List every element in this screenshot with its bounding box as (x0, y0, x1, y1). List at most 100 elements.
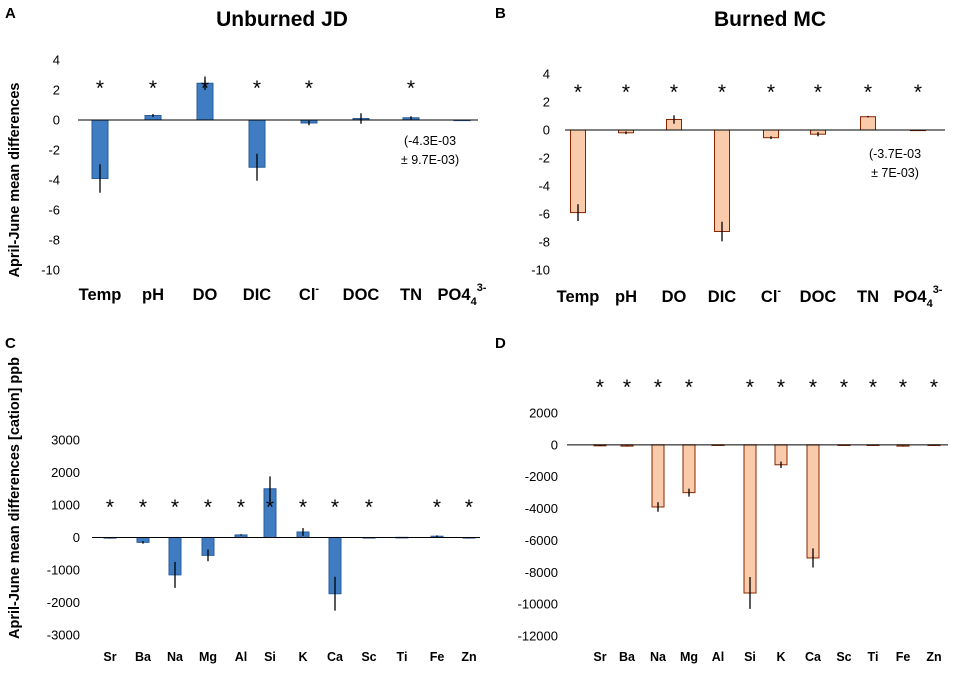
category-label: DIC (708, 288, 737, 306)
y-axis-label-top: April-June mean differences (7, 83, 23, 278)
y-tick-label: 2 (543, 95, 550, 110)
y-tick-label: 2 (53, 83, 60, 98)
chart-title: Burned MC (714, 8, 826, 31)
significance-star: * (433, 496, 441, 519)
category-label: Si (744, 650, 756, 664)
y-tick-label: 1000 (51, 498, 80, 513)
y-tick-label: 3000 (51, 433, 80, 448)
category-label: Temp (557, 288, 600, 306)
y-tick-label: 0 (543, 123, 550, 138)
y-tick-label: -2000 (525, 469, 558, 484)
bar-dic (714, 129, 730, 232)
y-tick-label: 4 (543, 67, 550, 82)
annotation-line: ± 9.7E-03) (401, 153, 459, 167)
significance-star: * (746, 376, 754, 399)
y-tick-label: 0 (73, 530, 80, 545)
y-tick-label: 0 (53, 113, 60, 128)
y-tick-label: -1000 (47, 563, 80, 578)
significance-star: * (365, 496, 373, 519)
y-tick-label: -3000 (47, 628, 80, 643)
significance-star: * (237, 496, 245, 519)
category-label: Fe (896, 650, 911, 664)
significance-star: * (266, 496, 274, 519)
panels: A Unburned JD 4 2 0 -2 -4 -6 -8 -10 * Temp * pH * DO * DI… (5, 5, 948, 664)
category-label: TN (400, 286, 422, 304)
panel-b: B Burned MC 4 2 0 -2 -4 -6 -8 -10 * Temp * pH * DO * DIC *… (495, 5, 945, 310)
category-label: Sc (836, 650, 851, 664)
significance-star: * (171, 496, 179, 519)
y-tick-label: -4 (48, 173, 60, 188)
category-label: Fe (430, 650, 445, 664)
significance-star: * (465, 496, 473, 519)
category-label: Temp (79, 286, 122, 304)
category-label: Ca (805, 650, 822, 664)
significance-star: * (814, 81, 822, 104)
y-tick-label: 4 (53, 53, 60, 68)
significance-star: * (96, 77, 104, 100)
y-tick-label: -2000 (47, 595, 80, 610)
category-label: Zn (926, 650, 941, 664)
category-label: PO443- (438, 282, 487, 308)
significance-star: * (574, 81, 582, 104)
category-label: Na (650, 650, 667, 664)
category-label: DOC (800, 288, 837, 306)
category-label: Si (264, 650, 276, 664)
bar-ca (806, 444, 820, 559)
significance-star: * (407, 77, 415, 100)
category-label: Sc (361, 650, 376, 664)
significance-star: * (840, 376, 848, 399)
y-tick-label: -8000 (525, 565, 558, 580)
significance-star: * (331, 496, 339, 519)
y-tick-label: -2 (538, 151, 550, 166)
category-label: Ba (619, 650, 636, 664)
bar-na (651, 444, 665, 508)
bar-temp (570, 129, 586, 214)
significance-star: * (201, 77, 209, 100)
y-tick-label: 2000 (51, 465, 80, 480)
y-tick-label: -10000 (518, 597, 558, 612)
significance-star: * (106, 496, 114, 519)
category-label: Zn (461, 650, 476, 664)
significance-star: * (596, 376, 604, 399)
panel-letter: C (5, 335, 16, 352)
significance-star: * (809, 376, 817, 399)
significance-star: * (670, 81, 678, 104)
significance-star: * (622, 81, 630, 104)
category-label: Ti (868, 650, 879, 664)
y-tick-label: -4 (538, 179, 550, 194)
category-label: Sr (103, 650, 116, 664)
significance-star: * (685, 376, 693, 399)
category-label: pH (615, 288, 637, 306)
category-label: TN (857, 288, 879, 306)
category-label: K (298, 650, 307, 664)
category-label: DOC (343, 286, 380, 304)
significance-star: * (899, 376, 907, 399)
category-label: PO443- (894, 284, 943, 310)
category-label: Mg (199, 650, 217, 664)
significance-star: * (149, 77, 157, 100)
category-label: pH (142, 286, 164, 304)
category-label: Sr (593, 650, 606, 664)
significance-star: * (930, 376, 938, 399)
category-label: Al (235, 650, 248, 664)
chart-title: Unburned JD (216, 8, 348, 31)
y-tick-label: -6000 (525, 533, 558, 548)
annotation-line: (-4.3E-03 (404, 134, 456, 148)
significance-star: * (777, 376, 785, 399)
category-label: Ca (327, 650, 344, 664)
category-label: Mg (680, 650, 698, 664)
significance-star: * (253, 77, 261, 100)
bar-mg (682, 444, 696, 494)
category-label: Na (167, 650, 184, 664)
significance-star: * (869, 376, 877, 399)
panel-d: D 2000 0 -2000 -4000 -6000 -8000 -10000 -12000 * S… (495, 335, 948, 664)
category-label: DIC (243, 286, 272, 304)
category-label: DO (193, 286, 218, 304)
y-tick-label: 2000 (529, 406, 558, 421)
y-tick-label: 0 (551, 437, 558, 452)
significance-star: * (767, 81, 775, 104)
significance-star: * (623, 376, 631, 399)
panel-c: C 3000 2000 1000 0 -1000 -2000 -3000 * Sr * Ba * Na * M… (5, 335, 480, 664)
category-label: Cl- (299, 283, 320, 304)
